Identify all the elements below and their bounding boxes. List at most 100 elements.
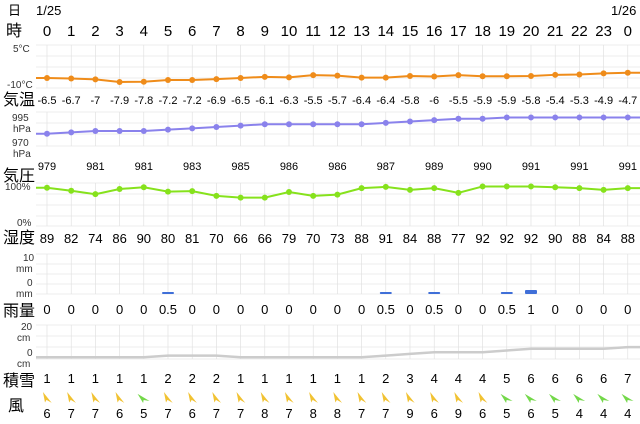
pressure-point — [310, 121, 317, 128]
temperature-point — [407, 72, 413, 79]
wind-arrow — [500, 393, 513, 403]
hour-label: 7 — [212, 23, 220, 40]
snow-axis-bottom: 0 — [27, 348, 33, 359]
snow-axis-top: 20 — [21, 322, 33, 333]
humidity-labels: 89 82 74 86 90 80 81 70 66 66 79 70 73 88 91 84 88 77 92 92… — [40, 231, 635, 246]
temperature-point — [600, 70, 607, 77]
pressure-point — [503, 114, 510, 121]
precipitation-label: 0 — [261, 302, 268, 317]
wind-row-label: 風 — [8, 396, 24, 415]
temperature-label: -5.5 — [304, 95, 323, 107]
wind-arrow — [284, 392, 294, 403]
hour-label: 17 — [450, 23, 467, 40]
temperature-label: -6.7 — [62, 95, 81, 107]
precipitation-labels: 0 0 0 0 0 0.5 0 0 0 0 0 0 0 0 0.5 0 0.5 0 0 0.5 1 0 0 0 0 — [43, 302, 631, 317]
temperature-label: -7.8 — [134, 95, 153, 107]
pressure-label: 987 — [377, 161, 395, 173]
snow-label: 2 — [189, 371, 196, 386]
hour-label: 0 — [624, 23, 632, 40]
hour-label: 18 — [474, 23, 491, 40]
temperature-point — [382, 74, 389, 81]
hour-label: 15 — [402, 23, 419, 40]
temperature-label: -6.9 — [207, 95, 226, 107]
wind-speed-label: 8 — [310, 406, 317, 421]
precipitation-grid — [36, 253, 640, 295]
hour-label: 9 — [261, 23, 269, 40]
snow-label: 1 — [116, 371, 123, 386]
precipitation-label: 0 — [310, 302, 317, 317]
precipitation-label: 0.5 — [377, 302, 395, 317]
hour-label: 12 — [329, 23, 346, 40]
humidity-label: 81 — [185, 231, 199, 246]
pressure-point — [576, 114, 583, 121]
wind-arrow — [91, 392, 101, 403]
humidity-label: 88 — [354, 231, 368, 246]
snow-label: 4 — [431, 371, 438, 386]
hour-label: 時 — [6, 21, 22, 40]
temperature-point — [624, 69, 631, 76]
humidity-label: 70 — [209, 231, 223, 246]
precipitation-bar — [500, 292, 513, 294]
pressure-label: 990 — [473, 161, 491, 173]
precipitation-label: 0 — [92, 302, 99, 317]
temperature-label: -5.5 — [449, 95, 468, 107]
hour-labels: 0 1 2 3 4 5 6 7 8 9 10 11 12 13 14 15 16 17 18 19 20 21 22 23 0 — [43, 23, 632, 40]
snow-axis-top-unit: cm — [17, 333, 30, 344]
wind-arrow — [478, 392, 488, 403]
temperature-point — [213, 76, 220, 83]
humidity-point — [552, 184, 559, 191]
wind-arrow — [67, 392, 76, 403]
temperature-label: -6.3 — [280, 95, 299, 107]
precipitation-label: 0 — [116, 302, 123, 317]
wind-arrow — [621, 393, 634, 403]
precipitation-bars — [162, 290, 537, 294]
precipitation-bar — [525, 290, 537, 294]
wind-arrow — [405, 392, 415, 403]
hour-label: 5 — [164, 23, 172, 40]
temperature-point — [165, 76, 171, 83]
pressure-point — [189, 125, 196, 132]
wind-speed-label: 8 — [334, 406, 341, 421]
temperature-grid — [36, 44, 640, 89]
pressure-label: 981 — [86, 161, 104, 173]
humidity-point — [600, 186, 607, 193]
snow-label: 1 — [140, 371, 147, 386]
temperature-label: -5.9 — [473, 95, 492, 107]
temperature-row-label: 気温 — [3, 90, 35, 109]
pressure-point — [552, 114, 559, 121]
pressure-axis-top-unit: hPa — [13, 124, 31, 135]
hour-label: 19 — [498, 23, 515, 40]
humidity-label: 88 — [621, 231, 635, 246]
snow-label: 2 — [213, 371, 220, 386]
humidity-label: 66 — [258, 231, 272, 246]
wind-speed-label: 7 — [213, 406, 220, 421]
humidity-label: 77 — [451, 231, 465, 246]
wind-arrow — [524, 393, 537, 403]
wind-arrow — [333, 392, 343, 403]
pressure-point — [479, 115, 486, 122]
pressure-labels: 979 981 981 983 985 986 986 987 989 990 991 991 991 — [38, 161, 637, 173]
humidity-label: 88 — [572, 231, 586, 246]
humidity-label: 86 — [112, 231, 126, 246]
humidity-point — [310, 192, 317, 199]
temperature-point — [431, 73, 438, 80]
pressure-point — [213, 123, 220, 130]
snow-grid — [36, 324, 640, 360]
hour-label: 14 — [377, 23, 394, 40]
wind-speed-label: 4 — [624, 406, 631, 421]
hour-label: 0 — [43, 23, 51, 40]
humidity-label: 88 — [427, 231, 441, 246]
humidity-label: 84 — [403, 231, 417, 246]
humidity-point — [528, 183, 534, 190]
temp-axis-bottom: -10°C — [7, 80, 33, 91]
wind-arrows — [42, 392, 634, 403]
precipitation-bar — [428, 292, 441, 294]
snow-label: 3 — [406, 371, 413, 386]
wind-arrow — [430, 392, 439, 403]
humidity-label: 73 — [330, 231, 344, 246]
wind-speed-label: 9 — [406, 406, 413, 421]
temperature-label: -7 — [91, 95, 101, 107]
wind-speed-label: 6 — [527, 406, 534, 421]
pressure-series — [36, 114, 640, 137]
precipitation-bar — [379, 292, 392, 294]
